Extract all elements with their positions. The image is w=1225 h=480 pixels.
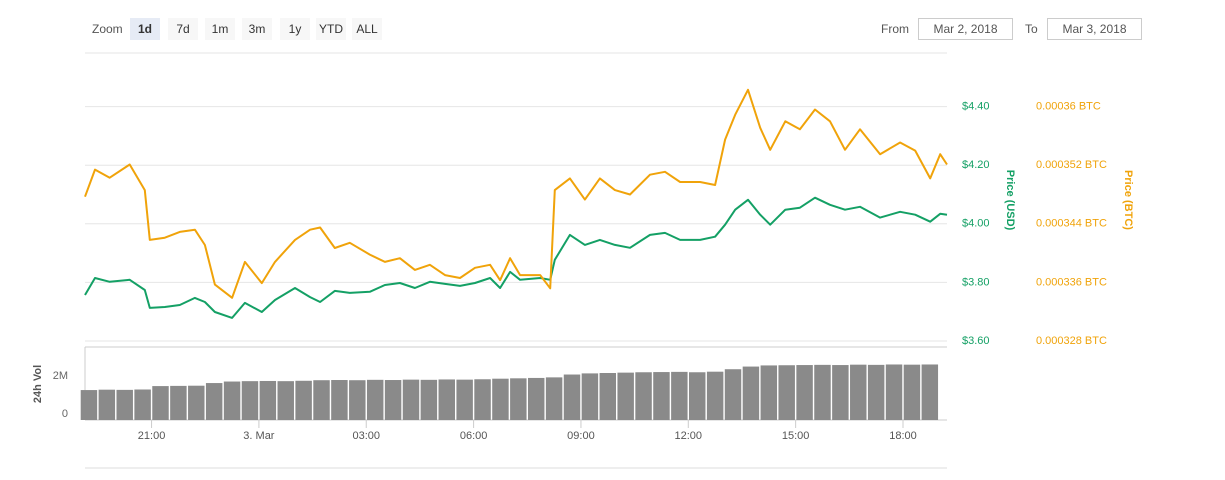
zoom-button[interactable]: ALL xyxy=(352,18,382,40)
volume-tick-label: 2M xyxy=(53,370,68,382)
y-tick-label: $3.60 xyxy=(962,335,990,347)
x-tick-label: 12:00 xyxy=(675,430,703,442)
x-tick-label: 18:00 xyxy=(889,430,917,442)
price-line xyxy=(84,88,948,299)
volume-bar xyxy=(742,366,760,420)
volume-bar xyxy=(527,377,545,420)
volume-bar xyxy=(796,365,813,420)
to-label: To xyxy=(1025,22,1038,36)
volume-bar xyxy=(474,379,491,420)
volume-bar xyxy=(671,371,688,420)
volume-bar xyxy=(98,389,116,420)
y2-tick-label: 0.000344 BTC xyxy=(1036,218,1107,230)
volume-bar xyxy=(223,381,241,420)
y2-tick-label: 0.000328 BTC xyxy=(1036,335,1107,347)
volume-bar xyxy=(170,385,187,420)
x-tick-label: 3. Mar xyxy=(243,430,275,442)
x-tick-label: 21:00 xyxy=(138,430,166,442)
volume-bar xyxy=(921,364,939,420)
zoom-button[interactable]: 1y xyxy=(280,18,310,40)
volume-bar xyxy=(366,379,384,420)
volume-bar xyxy=(724,369,742,420)
volume-bar xyxy=(885,364,903,420)
volume-bar xyxy=(295,380,312,420)
volume-bar xyxy=(349,380,366,420)
volume-axis-title: 24h Vol xyxy=(32,365,44,403)
y2-axis-title: Price (BTC) xyxy=(1122,170,1134,230)
zoom-button[interactable]: 3m xyxy=(242,18,272,40)
zoom-button[interactable]: 7d xyxy=(168,18,198,40)
volume-bar xyxy=(617,372,634,420)
volume-bar xyxy=(706,371,724,420)
y-axis-title: Price (USD) xyxy=(1004,170,1016,231)
zoom-button[interactable]: 1d xyxy=(130,18,160,40)
volume-bar xyxy=(778,365,795,420)
volume-bar xyxy=(492,378,509,420)
volume-bar xyxy=(420,379,438,420)
volume-bar xyxy=(384,380,402,420)
y-tick-label: $4.00 xyxy=(962,218,990,230)
from-input[interactable]: Mar 2, 2018 xyxy=(918,18,1013,40)
volume-bar xyxy=(313,380,330,420)
volume-bar xyxy=(653,372,670,420)
volume-bar xyxy=(259,380,277,420)
to-input[interactable]: Mar 3, 2018 xyxy=(1047,18,1142,40)
zoom-button[interactable]: YTD xyxy=(316,18,346,40)
volume-bar xyxy=(814,364,831,420)
volume-bar xyxy=(134,389,151,420)
zoom-label: Zoom xyxy=(92,22,123,36)
volume-bar xyxy=(277,381,294,420)
price-line xyxy=(84,196,948,319)
y2-tick-label: 0.00036 BTC xyxy=(1036,101,1101,113)
volume-bar xyxy=(116,389,133,420)
volume-bar xyxy=(188,385,205,420)
volume-bar xyxy=(510,378,527,420)
y-tick-label: $4.20 xyxy=(962,159,990,171)
volume-bar xyxy=(867,364,885,420)
volume-bar xyxy=(331,380,348,420)
x-tick-label: 06:00 xyxy=(460,430,488,442)
volume-bar xyxy=(80,390,98,420)
from-label: From xyxy=(881,22,909,36)
volume-bar xyxy=(563,374,581,420)
volume-bar xyxy=(205,383,223,420)
volume-tick-label: 0 xyxy=(62,408,68,420)
volume-bar xyxy=(581,373,599,420)
volume-bar xyxy=(850,364,867,420)
volume-bar xyxy=(152,386,169,420)
x-tick-label: 15:00 xyxy=(782,430,810,442)
volume-bar xyxy=(689,372,706,420)
volume-bar xyxy=(241,381,259,420)
x-tick-label: 03:00 xyxy=(352,430,380,442)
y2-tick-label: 0.000352 BTC xyxy=(1036,159,1107,171)
zoom-button[interactable]: 1m xyxy=(205,18,235,40)
y2-tick-label: 0.000336 BTC xyxy=(1036,276,1107,288)
volume-bar xyxy=(599,373,617,420)
volume-bar xyxy=(438,379,455,420)
volume-bar xyxy=(545,377,563,420)
x-tick-label: 09:00 xyxy=(567,430,595,442)
volume-bar xyxy=(402,379,420,420)
volume-bar xyxy=(635,372,652,420)
y-tick-label: $3.80 xyxy=(962,276,990,288)
volume-bar xyxy=(760,365,778,420)
y-tick-label: $4.40 xyxy=(962,101,990,113)
volume-bar xyxy=(456,379,473,420)
volume-bar xyxy=(832,365,849,420)
volume-bar xyxy=(903,364,921,420)
